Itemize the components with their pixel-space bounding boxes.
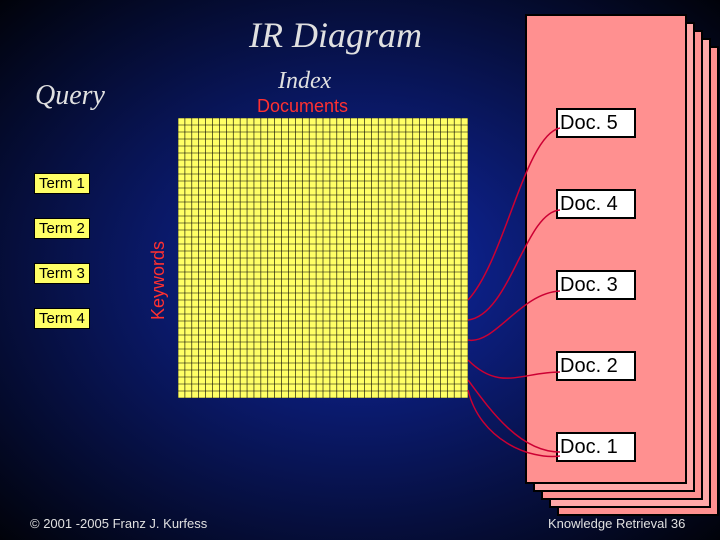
query-term-1: Term 1 — [34, 173, 90, 194]
doc-label-1: Doc. 5 — [560, 112, 618, 135]
corpus-page-5 — [525, 14, 687, 484]
doc-label-3: Doc. 3 — [560, 274, 618, 297]
documents-axis-label: Documents — [257, 96, 348, 117]
index-heading: Index — [278, 68, 331, 95]
doc-label-2: Doc. 4 — [560, 193, 618, 216]
footer-page: Knowledge Retrieval 36 — [548, 516, 685, 531]
index-grid — [178, 118, 468, 398]
footer-copyright: © 2001 -2005 Franz J. Kurfess — [30, 516, 207, 531]
keywords-axis-label: Keywords — [148, 241, 169, 320]
slide: IR Diagram Corpus Query Index Documents … — [0, 0, 720, 540]
doc-label-4: Doc. 2 — [560, 355, 618, 378]
query-term-3: Term 3 — [34, 263, 90, 284]
query-heading: Query — [35, 80, 105, 112]
doc-label-5: Doc. 1 — [560, 436, 618, 459]
query-term-2: Term 2 — [34, 218, 90, 239]
query-term-4: Term 4 — [34, 308, 90, 329]
slide-title: IR Diagram — [249, 14, 422, 56]
